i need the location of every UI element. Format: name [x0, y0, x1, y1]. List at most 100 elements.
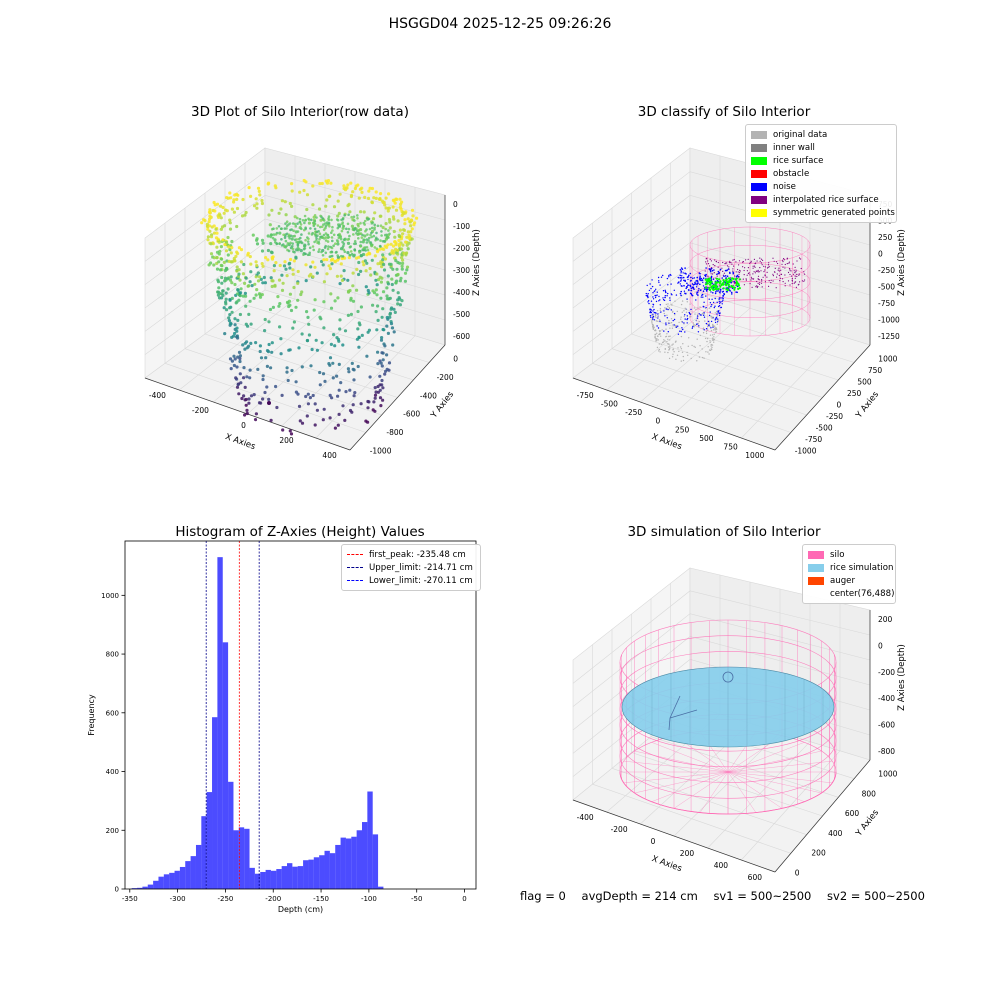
raw-point — [405, 251, 409, 255]
interpolated-point — [738, 273, 740, 275]
histogram-bar — [131, 888, 138, 889]
noise-point — [684, 272, 687, 275]
raw-point — [305, 414, 309, 418]
raw-point — [260, 198, 264, 203]
raw-point — [252, 204, 257, 208]
raw-point — [377, 277, 381, 282]
raw-point — [378, 247, 382, 251]
interpolated-point — [713, 272, 715, 274]
raw-point — [226, 277, 230, 281]
raw-point — [299, 249, 303, 253]
noise-point — [663, 339, 665, 341]
raw-point — [245, 346, 249, 350]
raw-point — [273, 184, 277, 188]
raw-point — [391, 244, 396, 248]
noise-point — [671, 327, 674, 329]
raw-point — [336, 254, 339, 257]
raw-point — [267, 397, 271, 401]
noise-point — [702, 285, 705, 287]
noise-point — [696, 314, 699, 316]
raw-point — [240, 396, 244, 401]
raw-point — [353, 242, 356, 246]
raw-point — [383, 244, 387, 248]
raw-point — [332, 233, 336, 237]
raw-point — [268, 223, 272, 227]
interpolated-point — [792, 273, 795, 275]
raw-point — [341, 218, 345, 221]
noise-point — [714, 292, 717, 295]
noise-point — [726, 275, 729, 277]
simulation-y-tick-label: 0 — [795, 868, 800, 877]
noise-point — [729, 272, 731, 275]
classify-y-tick-label: 1000 — [878, 354, 897, 363]
noise-point — [675, 326, 678, 328]
noise-point — [716, 323, 718, 325]
raw-point — [255, 288, 259, 292]
noise-point — [687, 345, 689, 347]
raw-point — [208, 229, 212, 233]
noise-point — [732, 272, 735, 275]
noise-point — [708, 322, 711, 324]
histogram-y-tick-label: 600 — [106, 709, 119, 717]
raw-point — [229, 251, 233, 255]
raw-point — [235, 335, 239, 339]
raw-point — [359, 240, 362, 244]
raw-point — [397, 242, 401, 246]
raw-point — [384, 227, 387, 231]
noise-point — [687, 289, 690, 291]
raw-point — [298, 220, 302, 224]
raw-point — [381, 386, 385, 390]
sv1-value: sv1 = 500~2500 — [713, 889, 812, 903]
rice-surface-point — [716, 281, 719, 284]
raw-point — [270, 251, 274, 255]
raw-point — [370, 258, 374, 262]
raw-point — [371, 221, 375, 224]
rice-surface-point — [716, 288, 719, 291]
raw-point — [296, 230, 300, 233]
noise-point — [658, 300, 660, 302]
histogram-y-tick-label: 0 — [115, 886, 119, 894]
classify-y-tick-label: 250 — [847, 389, 862, 398]
noise-point — [657, 313, 659, 315]
noise-point — [704, 337, 707, 340]
interpolated-point — [705, 261, 707, 263]
raw-point — [321, 217, 324, 220]
noise-point — [709, 302, 712, 304]
raw-point — [406, 247, 410, 251]
raw-point — [410, 208, 415, 212]
noise-point — [696, 315, 699, 317]
raw-point — [239, 291, 243, 295]
interpolated-point — [717, 261, 719, 264]
rice-surface-point — [704, 278, 707, 281]
interpolated-point — [791, 277, 793, 280]
raw-point — [284, 267, 288, 271]
raw-point — [334, 251, 338, 254]
center-axis — [669, 709, 698, 719]
noise-point — [701, 293, 704, 296]
raw-point — [303, 244, 306, 248]
raw-point — [358, 251, 361, 254]
interpolated-point — [750, 279, 752, 281]
noise-point — [663, 310, 665, 312]
raw-point — [357, 224, 360, 228]
interpolated-point — [749, 262, 751, 264]
raw-point — [322, 300, 326, 304]
raw-point — [246, 284, 250, 288]
raw-point — [380, 265, 384, 269]
noise-point — [698, 288, 700, 290]
raw-point — [367, 328, 371, 332]
interpolated-point — [759, 267, 761, 269]
noise-point — [717, 318, 719, 320]
silo-floor-spoke — [673, 771, 729, 809]
histogram-bar — [270, 870, 277, 889]
rice-surface-point — [737, 284, 741, 287]
raw-point — [264, 356, 268, 360]
raw-point — [376, 304, 380, 308]
raw-point — [393, 201, 397, 205]
raw-point — [343, 214, 346, 217]
interpolated-point — [739, 271, 741, 274]
raw-point — [220, 275, 224, 280]
histogram-bar — [169, 872, 175, 889]
rice-surface-point — [728, 280, 731, 283]
raw-point — [348, 254, 352, 257]
